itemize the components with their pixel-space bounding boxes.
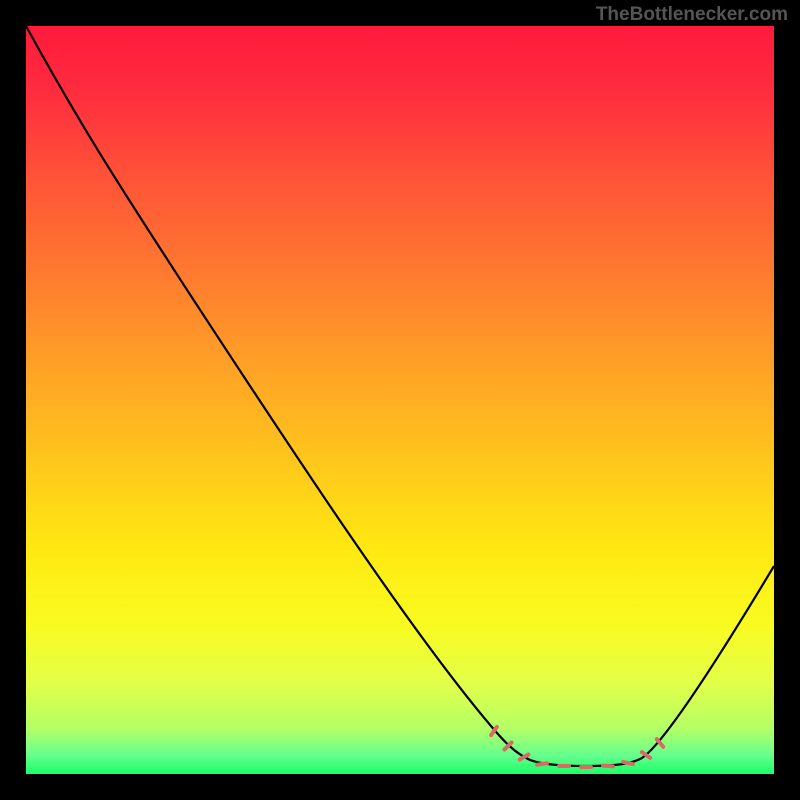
chart-container: TheBottlenecker.com [0, 0, 800, 800]
chart-svg [26, 26, 774, 774]
bottom-marker [557, 764, 571, 768]
bottom-marker [579, 765, 593, 769]
plot-area [26, 26, 774, 774]
watermark-text: TheBottlenecker.com [596, 4, 788, 26]
gradient-background [26, 26, 774, 774]
